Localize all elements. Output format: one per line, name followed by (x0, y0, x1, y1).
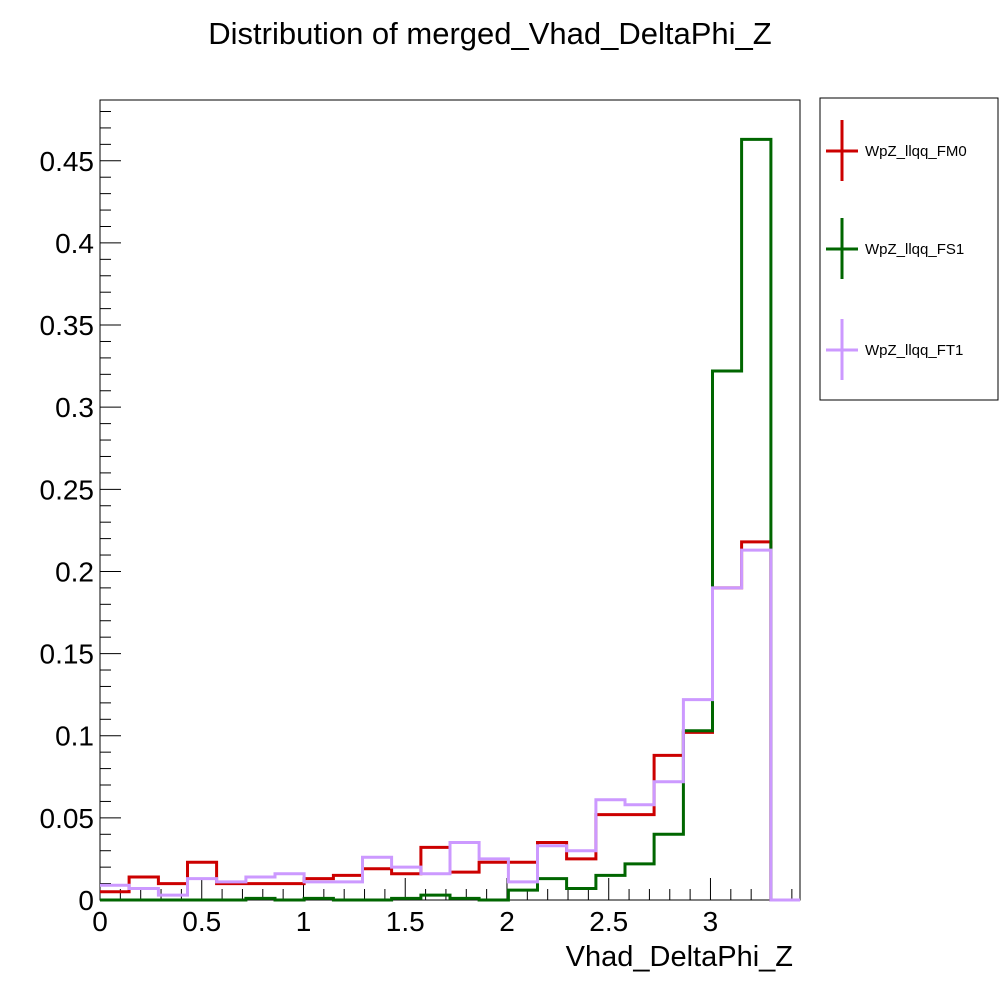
y-tick-label: 0.1 (55, 721, 94, 752)
plot-frame (99, 99, 801, 901)
chart-title: Distribution of merged_Vhad_DeltaPhi_Z (208, 16, 771, 51)
y-tick-label: 0.2 (55, 556, 94, 587)
x-tick-label: 2 (499, 906, 515, 937)
y-tick-label: 0.35 (40, 310, 95, 341)
y-tick-label: 0.4 (55, 228, 94, 259)
legend-entry: WpZ_llqq_FT1 (826, 319, 963, 380)
series-line-WpZ_llqq_FS1 (100, 137, 800, 902)
axis-ticks (99, 110, 793, 901)
x-tick-label: 1 (296, 906, 312, 937)
y-axis-tick-labels: 0 0.05 0.1 0.15 0.2 0.25 0.3 0.35 0.4 0.45 (40, 146, 95, 916)
histogram-series (100, 137, 800, 902)
x-tick-label: 0 (92, 906, 108, 937)
legend: WpZ_llqq_FM0 WpZ_llqq_FS1 WpZ_llqq_FT1 (819, 97, 999, 401)
legend-label: WpZ_llqq_FM0 (865, 143, 967, 160)
y-tick-label: 0 (78, 885, 94, 916)
x-axis-tick-labels: 0 0.5 1 1.5 2 2.5 3 (92, 906, 718, 937)
x-tick-label: 2.5 (589, 906, 628, 937)
legend-label: WpZ_llqq_FS1 (865, 241, 964, 258)
x-tick-label: 3 (703, 906, 719, 937)
series-line-WpZ_llqq_FT1 (100, 548, 800, 902)
x-axis-label: Vhad_DeltaPhi_Z (566, 941, 793, 973)
y-tick-label: 0.3 (55, 392, 94, 423)
y-tick-label: 0.05 (40, 803, 95, 834)
x-tick-label: 0.5 (182, 906, 221, 937)
y-tick-label: 0.45 (40, 146, 95, 177)
legend-label: WpZ_llqq_FT1 (865, 342, 963, 359)
y-tick-label: 0.25 (40, 474, 95, 505)
y-tick-label: 0.15 (40, 639, 95, 670)
legend-entry: WpZ_llqq_FM0 (826, 120, 967, 181)
x-tick-label: 1.5 (386, 906, 425, 937)
legend-entry: WpZ_llqq_FS1 (826, 218, 964, 279)
